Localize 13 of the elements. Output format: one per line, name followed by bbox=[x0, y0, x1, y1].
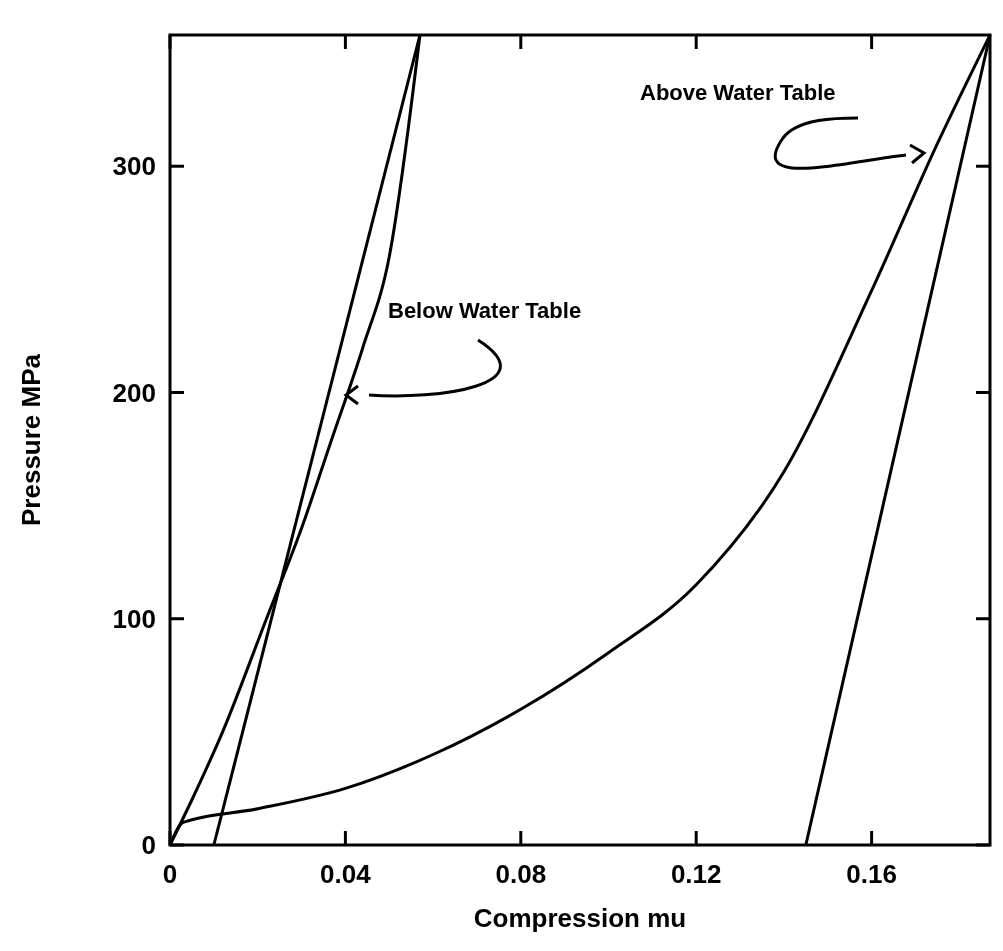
annotation: Below Water Table bbox=[388, 298, 582, 323]
y-tick-label: 0 bbox=[141, 830, 156, 861]
annotation: Above Water Table bbox=[640, 80, 836, 105]
x-tick-label: 0.16 bbox=[846, 859, 897, 889]
x-tick-label: 0.08 bbox=[495, 859, 547, 889]
x-axis-title: Compression mu bbox=[473, 903, 687, 933]
y-tick-label: 300 bbox=[112, 151, 156, 182]
y-axis-title: Pressure MPa bbox=[16, 353, 46, 526]
x-tick-label: 0 bbox=[162, 859, 178, 889]
y-tick-label: 100 bbox=[112, 603, 156, 634]
y-tick-label: 200 bbox=[112, 377, 156, 408]
x-tick-label: 0.04 bbox=[320, 859, 372, 889]
x-tick-label: 0.12 bbox=[670, 859, 722, 889]
